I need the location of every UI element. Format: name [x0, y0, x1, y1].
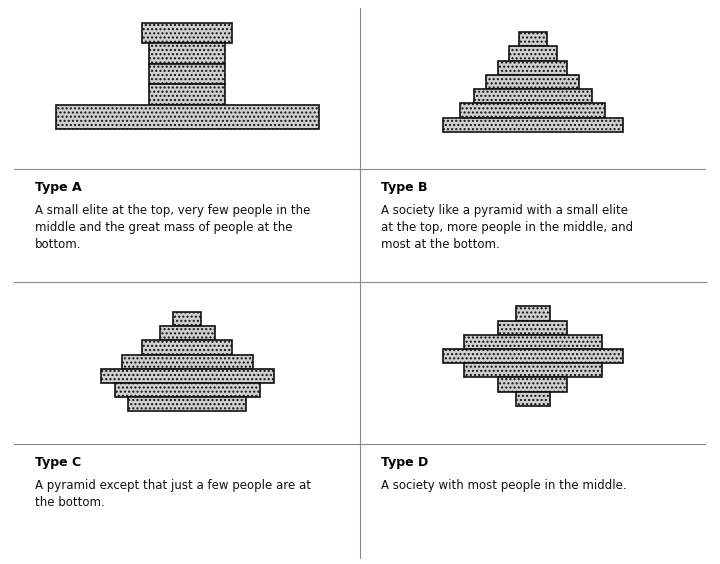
Bar — [498, 320, 567, 335]
Bar — [516, 306, 550, 320]
Text: Type A: Type A — [35, 180, 82, 193]
Bar — [498, 377, 567, 392]
Bar — [56, 105, 318, 129]
Bar — [460, 103, 606, 117]
Text: A society with most people in the middle.: A society with most people in the middle… — [381, 479, 626, 492]
Bar — [519, 32, 546, 46]
Bar — [101, 369, 274, 383]
Bar — [143, 23, 232, 43]
Bar — [128, 397, 246, 412]
Bar — [474, 89, 592, 103]
Text: A pyramid except that just a few people are at
the bottom.: A pyramid except that just a few people … — [35, 479, 311, 509]
Bar — [122, 355, 253, 369]
Bar — [149, 64, 225, 85]
Bar — [498, 61, 567, 75]
Bar — [160, 326, 215, 340]
Bar — [486, 75, 580, 89]
Bar — [508, 46, 557, 61]
Bar — [464, 363, 602, 377]
Bar — [149, 85, 225, 105]
Text: Type D: Type D — [381, 456, 428, 469]
Bar — [443, 349, 623, 363]
Bar — [516, 392, 550, 406]
Text: Type C: Type C — [35, 456, 81, 469]
Bar — [443, 117, 623, 132]
Text: A society like a pyramid with a small elite
at the top, more people in the middl: A society like a pyramid with a small el… — [381, 204, 633, 251]
Bar — [464, 335, 602, 349]
Bar — [174, 312, 201, 326]
Text: A small elite at the top, very few people in the
middle and the great mass of pe: A small elite at the top, very few peopl… — [35, 204, 310, 251]
Text: Type B: Type B — [381, 180, 427, 193]
Bar — [143, 340, 232, 355]
Bar — [149, 43, 225, 64]
Bar — [114, 383, 260, 397]
